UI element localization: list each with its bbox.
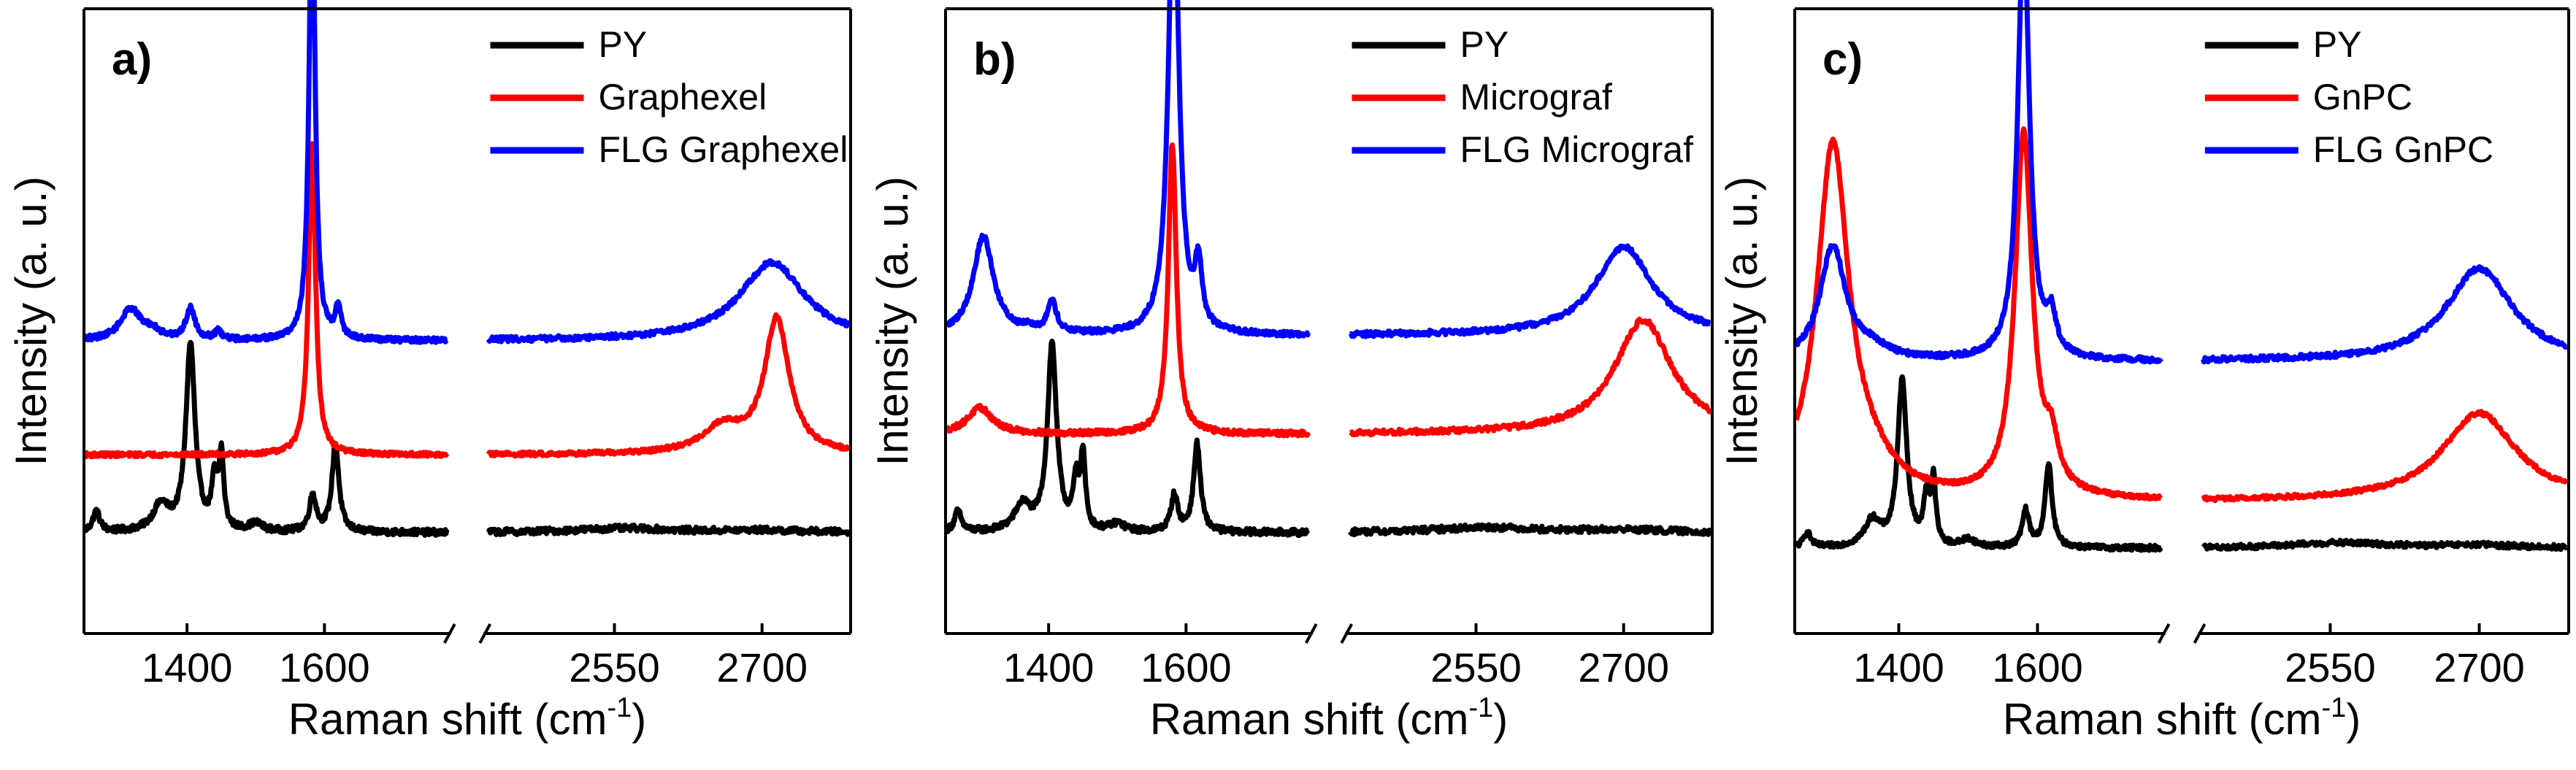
x-tick-label: 1600 bbox=[1141, 644, 1232, 690]
legend-label: PY bbox=[599, 24, 648, 65]
panel-label: b) bbox=[973, 34, 1016, 85]
y-axis-title: Intensity (a. u.) bbox=[7, 177, 55, 466]
axis-break-mark bbox=[1304, 623, 1318, 644]
series-line-py-low bbox=[1794, 374, 2163, 553]
axis-break-mark bbox=[2193, 623, 2207, 644]
legend-label: GnPC bbox=[2313, 77, 2412, 118]
legend-label: Graphexel bbox=[599, 77, 767, 118]
x-axis-title: Raman shift (cm-1) bbox=[288, 693, 647, 744]
series-line-flg-graphexel-low bbox=[83, 0, 449, 345]
panel-3: 1400 1600 2550 2700 Raman shift (cm-1) Intens… bbox=[1717, 0, 2570, 744]
x-tick-label: 2700 bbox=[716, 644, 808, 690]
series-line-py-high bbox=[2201, 537, 2569, 553]
x-tick-label: 2700 bbox=[2434, 644, 2525, 690]
legend-label: FLG Graphexel bbox=[599, 129, 848, 170]
x-tick-label: 1600 bbox=[1992, 644, 2083, 690]
x-tick-label: 2550 bbox=[2285, 644, 2376, 690]
legend-label: Micrograf bbox=[1460, 77, 1612, 118]
series-line-flg-gnpc-low bbox=[1793, 0, 2163, 365]
series-line-py-high bbox=[1347, 522, 1712, 538]
x-tick-label: 2550 bbox=[569, 644, 660, 690]
series-line-py-low bbox=[944, 339, 1311, 538]
panel-label: a) bbox=[112, 34, 152, 85]
axis-break-mark bbox=[442, 623, 456, 644]
panel-label: c) bbox=[1822, 34, 1863, 85]
series-line-py-low bbox=[83, 339, 450, 538]
x-tick-label: 2550 bbox=[1430, 644, 1522, 690]
x-tick-label: 1400 bbox=[1003, 644, 1095, 690]
series-line-micrograf-high bbox=[1348, 316, 1713, 438]
series-line-flg-graphexel-high bbox=[486, 258, 851, 344]
x-tick-label: 2700 bbox=[1578, 644, 1669, 690]
legend-label: FLG GnPC bbox=[2313, 129, 2493, 170]
axis-break-mark bbox=[2157, 623, 2171, 644]
axis-break-mark bbox=[1340, 623, 1354, 644]
panel-2: 1400 1600 2550 2700 Raman shift (cm-1) Intens… bbox=[868, 0, 1714, 744]
x-axis-title: Raman shift (cm-1) bbox=[2003, 693, 2361, 744]
series-line-py-high bbox=[486, 523, 851, 537]
series-line-flg-gnpc-high bbox=[2200, 264, 2569, 365]
series-line-graphexel-high bbox=[486, 312, 851, 459]
x-tick-label: 1400 bbox=[1853, 644, 1944, 690]
y-axis-title: Intensity (a. u.) bbox=[1717, 177, 1766, 466]
legend-label: PY bbox=[1460, 24, 1509, 65]
series-line-gnpc-high bbox=[2201, 409, 2569, 504]
x-tick-label: 1600 bbox=[279, 644, 370, 690]
x-tick-label: 1400 bbox=[142, 644, 233, 690]
series-line-micrograf-low bbox=[945, 142, 1311, 439]
series-line-flg-micrograf-low bbox=[945, 0, 1311, 339]
legend-label: PY bbox=[2313, 24, 2362, 65]
x-axis-title: Raman shift (cm-1) bbox=[1150, 693, 1509, 744]
legend-label: FLG Micrograf bbox=[1460, 129, 1694, 170]
axis-break-mark bbox=[478, 623, 492, 644]
series-line-gnpc-low bbox=[1793, 126, 2163, 502]
series-line-graphexel-low bbox=[83, 141, 450, 460]
y-axis-title: Intensity (a. u.) bbox=[868, 177, 917, 466]
panel-1: 1400 1600 2550 2700 Raman shift (cm-1) Intens… bbox=[7, 0, 852, 744]
series-line-flg-micrograf-high bbox=[1348, 243, 1712, 339]
